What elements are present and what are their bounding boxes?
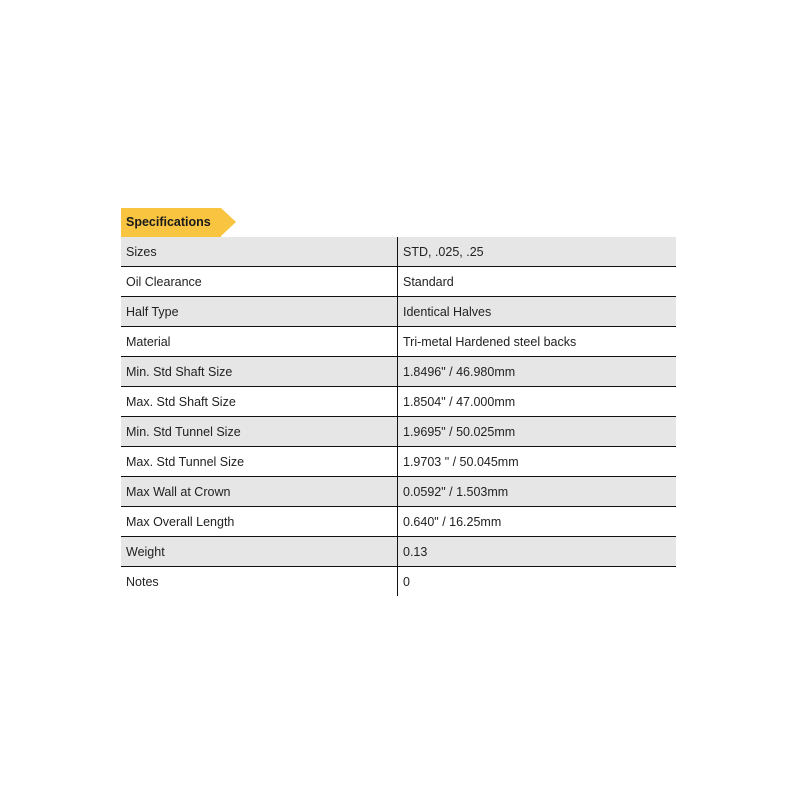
spec-label: Material [121, 326, 398, 357]
table-row: Half Type Identical Halves [121, 296, 676, 327]
spec-label: Min. Std Tunnel Size [121, 416, 398, 447]
spec-label: Max Wall at Crown [121, 476, 398, 507]
spec-label: Min. Std Shaft Size [121, 356, 398, 387]
spec-label: Sizes [121, 237, 398, 267]
table-row: Sizes STD, .025, .25 [121, 237, 676, 267]
spec-value: Identical Halves [397, 296, 676, 327]
spec-value: 1.9703 " / 50.045mm [397, 446, 676, 477]
spec-label: Weight [121, 536, 398, 567]
specifications-heading: Specifications [121, 208, 236, 237]
spec-label: Oil Clearance [121, 266, 398, 297]
spec-value: 0 [403, 574, 410, 589]
table-row: Oil Clearance Standard [121, 266, 676, 297]
spec-value: Standard [397, 266, 676, 297]
spec-label: Max. Std Shaft Size [121, 386, 398, 417]
table-row: Max. Std Shaft Size 1.8504" / 47.000mm [121, 386, 676, 417]
spec-value: Tri-metal Hardened steel backs [397, 326, 676, 357]
table-row: Max Wall at Crown 0.0592" / 1.503mm [121, 476, 676, 507]
spec-label: Max Overall Length [121, 506, 398, 537]
spec-label: Notes [121, 566, 398, 596]
table-row: Max Overall Length 0.640" / 16.25mm [121, 506, 676, 537]
table-row: Material Tri-metal Hardened steel backs [121, 326, 676, 357]
table-row: Min. Std Shaft Size 1.8496" / 46.980mm [121, 356, 676, 387]
spec-value: 1.8496" / 46.980mm [397, 356, 676, 387]
spec-value: 0.13 [397, 536, 676, 567]
spec-value: 1.8504" / 47.000mm [397, 386, 676, 417]
spec-label: Half Type [121, 296, 398, 327]
table-row: Max. Std Tunnel Size 1.9703 " / 50.045mm [121, 446, 676, 477]
specifications-table: Sizes STD, .025, .25 Oil Clearance Standard… [121, 237, 676, 596]
table-row: Min. Std Tunnel Size 1.9695" / 50.025mm [121, 416, 676, 447]
table-row: Weight 0.13 [121, 536, 676, 567]
spec-value: 1.9695" / 50.025mm [397, 416, 676, 447]
spec-label: Max. Std Tunnel Size [121, 446, 398, 477]
table-row: Notes 0 [121, 566, 676, 596]
spec-value: 0.640" / 16.25mm [397, 506, 676, 537]
spec-value: STD, .025, .25 [397, 237, 676, 267]
spec-value: 0.0592" / 1.503mm [397, 476, 676, 507]
